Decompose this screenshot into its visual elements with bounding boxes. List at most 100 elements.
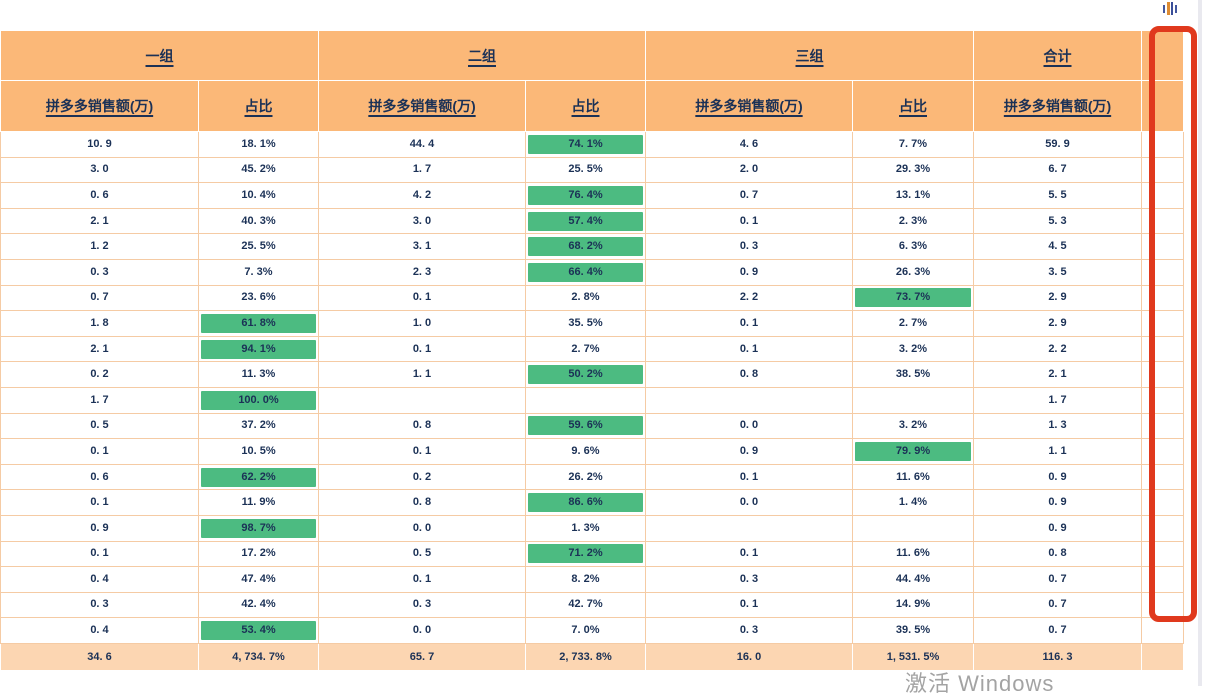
sub-header-cell[interactable]: 拼多多销售额(万): [318, 80, 526, 132]
data-cell[interactable]: 6. 3%: [852, 233, 974, 260]
data-cell[interactable]: 2. 7%: [852, 310, 974, 337]
data-cell[interactable]: 6. 7: [973, 156, 1142, 184]
empty-cell[interactable]: [1141, 182, 1184, 209]
data-cell[interactable]: 17. 2%: [198, 540, 319, 568]
data-cell[interactable]: 0. 2: [0, 361, 199, 388]
empty-cell[interactable]: [1141, 489, 1184, 516]
empty-cell[interactable]: [1141, 207, 1184, 235]
total-cell[interactable]: 116. 3: [973, 642, 1142, 671]
data-cell[interactable]: 0. 9: [0, 514, 199, 542]
data-cell[interactable]: 74. 1%: [525, 131, 646, 158]
data-cell[interactable]: 18. 1%: [198, 131, 319, 158]
data-cell[interactable]: 2. 9: [973, 310, 1142, 337]
data-cell[interactable]: 0. 3: [0, 258, 199, 286]
data-cell[interactable]: 4. 6: [645, 131, 853, 158]
empty-cell[interactable]: [1141, 566, 1184, 593]
data-cell[interactable]: 0. 7: [973, 591, 1142, 619]
data-cell[interactable]: 44. 4: [318, 131, 526, 158]
data-cell[interactable]: 0. 4: [0, 566, 199, 593]
data-cell[interactable]: 3. 2%: [852, 412, 974, 440]
data-cell[interactable]: 3. 5: [973, 258, 1142, 286]
data-cell[interactable]: 4. 5: [973, 233, 1142, 260]
data-cell[interactable]: [318, 386, 526, 414]
data-cell[interactable]: 44. 4%: [852, 566, 974, 593]
total-cell[interactable]: 65. 7: [318, 642, 526, 671]
data-cell[interactable]: 5. 5: [973, 182, 1142, 209]
data-cell[interactable]: 73. 7%: [852, 284, 974, 312]
data-cell[interactable]: 2. 3%: [852, 207, 974, 235]
data-cell[interactable]: 8. 2%: [525, 566, 646, 593]
data-cell[interactable]: 2. 2: [645, 284, 853, 312]
empty-cell[interactable]: [1141, 617, 1184, 644]
data-cell[interactable]: 0. 8: [645, 361, 853, 388]
data-cell[interactable]: 0. 9: [645, 258, 853, 286]
data-cell[interactable]: 0. 1: [0, 489, 199, 516]
data-cell[interactable]: 1. 2: [0, 233, 199, 260]
data-cell[interactable]: 38. 5%: [852, 361, 974, 388]
total-cell[interactable]: 1, 531. 5%: [852, 642, 974, 671]
data-cell[interactable]: 0. 3: [645, 566, 853, 593]
data-cell[interactable]: [852, 514, 974, 542]
empty-cell[interactable]: [1141, 258, 1184, 286]
empty-cell[interactable]: [1141, 463, 1184, 491]
data-cell[interactable]: [852, 386, 974, 414]
data-cell[interactable]: 1. 1: [973, 438, 1142, 465]
data-cell[interactable]: 0. 1: [645, 591, 853, 619]
data-cell[interactable]: 0. 5: [318, 540, 526, 568]
data-cell[interactable]: 0. 9: [973, 514, 1142, 542]
data-cell[interactable]: 0. 3: [645, 233, 853, 260]
data-cell[interactable]: 0. 7: [645, 182, 853, 209]
data-cell[interactable]: 94. 1%: [198, 335, 319, 363]
data-cell[interactable]: 10. 4%: [198, 182, 319, 209]
data-cell[interactable]: 0. 0: [318, 514, 526, 542]
group-header-cell[interactable]: 二组: [318, 30, 646, 81]
empty-cell[interactable]: [1141, 591, 1184, 619]
data-cell[interactable]: 7. 0%: [525, 617, 646, 644]
data-cell[interactable]: 0. 6: [0, 463, 199, 491]
data-cell[interactable]: 45. 2%: [198, 156, 319, 184]
data-cell[interactable]: 5. 3: [973, 207, 1142, 235]
data-cell[interactable]: 0. 1: [0, 438, 199, 465]
data-cell[interactable]: 2. 7%: [525, 335, 646, 363]
sub-header-cell[interactable]: 拼多多销售额(万): [0, 80, 199, 132]
data-cell[interactable]: 0. 9: [973, 463, 1142, 491]
data-cell[interactable]: 35. 5%: [525, 310, 646, 337]
sub-header-cell[interactable]: 占比: [852, 80, 974, 132]
data-cell[interactable]: 11. 6%: [852, 540, 974, 568]
data-cell[interactable]: 0. 1: [0, 540, 199, 568]
empty-cell[interactable]: [1141, 642, 1184, 671]
data-cell[interactable]: 39. 5%: [852, 617, 974, 644]
data-cell[interactable]: 47. 4%: [198, 566, 319, 593]
data-cell[interactable]: 76. 4%: [525, 182, 646, 209]
data-cell[interactable]: 42. 7%: [525, 591, 646, 619]
sub-header-cell[interactable]: 占比: [525, 80, 646, 132]
data-cell[interactable]: 7. 3%: [198, 258, 319, 286]
data-cell[interactable]: 10. 9: [0, 131, 199, 158]
data-cell[interactable]: 0. 7: [0, 284, 199, 312]
empty-cell[interactable]: [1141, 131, 1184, 158]
data-cell[interactable]: 25. 5%: [198, 233, 319, 260]
data-cell[interactable]: 1. 3: [973, 412, 1142, 440]
data-cell[interactable]: 0. 9: [645, 438, 853, 465]
data-cell[interactable]: 53. 4%: [198, 617, 319, 644]
data-cell[interactable]: 10. 5%: [198, 438, 319, 465]
data-cell[interactable]: 7. 7%: [852, 131, 974, 158]
data-cell[interactable]: 0. 3: [645, 617, 853, 644]
empty-cell[interactable]: [1141, 438, 1184, 465]
data-cell[interactable]: 79. 9%: [852, 438, 974, 465]
data-cell[interactable]: 0. 2: [318, 463, 526, 491]
data-cell[interactable]: 0. 1: [645, 463, 853, 491]
data-cell[interactable]: 0. 0: [645, 489, 853, 516]
data-cell[interactable]: 0. 3: [0, 591, 199, 619]
data-cell[interactable]: 86. 6%: [525, 489, 646, 516]
data-cell[interactable]: 11. 6%: [852, 463, 974, 491]
empty-cell[interactable]: [1141, 335, 1184, 363]
data-cell[interactable]: 11. 3%: [198, 361, 319, 388]
data-cell[interactable]: 2. 1: [0, 335, 199, 363]
data-cell[interactable]: [645, 514, 853, 542]
total-cell[interactable]: 16. 0: [645, 642, 853, 671]
total-cell[interactable]: 4, 734. 7%: [198, 642, 319, 671]
data-cell[interactable]: 0. 1: [318, 284, 526, 312]
data-cell[interactable]: 0. 1: [645, 335, 853, 363]
data-cell[interactable]: 42. 4%: [198, 591, 319, 619]
